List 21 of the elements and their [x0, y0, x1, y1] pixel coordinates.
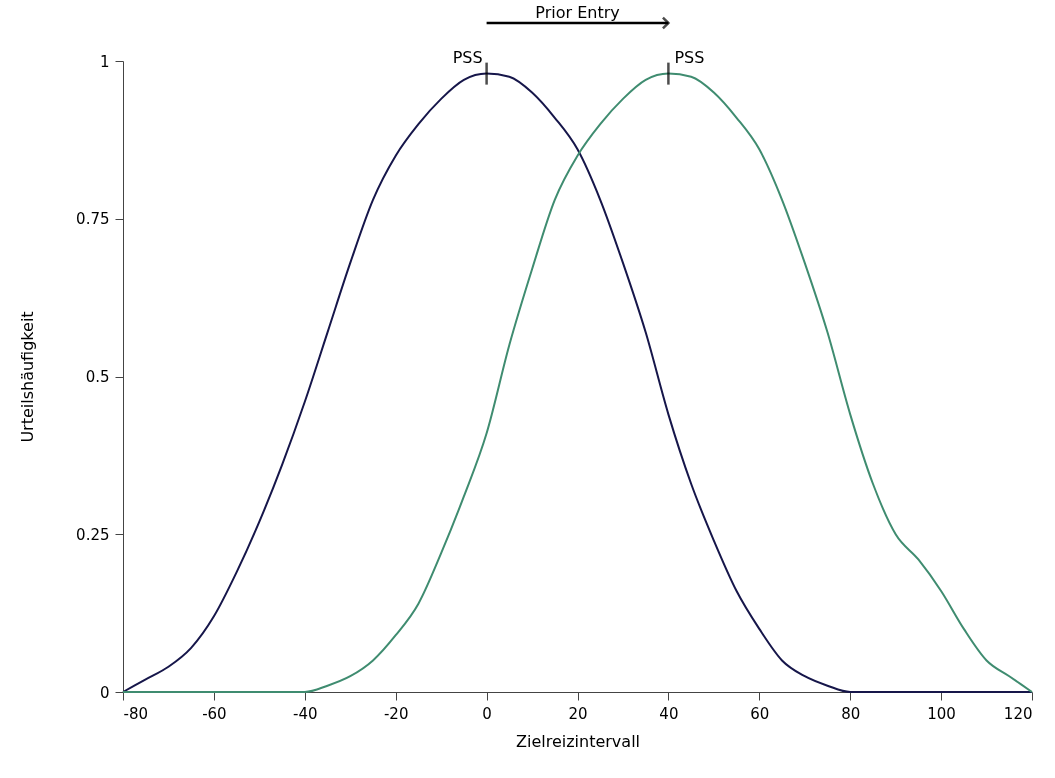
x-tick-label: -60 — [202, 704, 227, 723]
annotation: PSS — [452, 47, 483, 67]
x-tick-label: 100 — [927, 704, 956, 723]
x-tick-label: 0 — [482, 704, 492, 723]
y-tick-label: 1 — [99, 52, 110, 71]
x-tick-label: 40 — [659, 704, 679, 723]
x-axis-title: Zielreizintervall — [515, 731, 641, 751]
y-axis-title: Urteilshäufigkeit — [18, 311, 38, 443]
text: Prior Entry — [535, 3, 620, 22]
annotation: PSS — [674, 47, 705, 67]
x-tick-label: 80 — [841, 704, 861, 723]
x-tick-label: -20 — [383, 704, 409, 723]
x-tick-label: 60 — [750, 704, 770, 723]
y-tick-label: 0.5 — [85, 368, 110, 386]
y-tick-label: 0 — [99, 683, 110, 702]
x-tick-label: 20 — [568, 704, 588, 723]
y-tick-label: 0.25 — [76, 525, 110, 544]
x-tick-label: -80 — [123, 704, 148, 723]
x-tick-label: -40 — [293, 704, 318, 723]
x-tick-label: 120 — [1003, 704, 1033, 723]
y-tick-label: 0.75 — [76, 210, 110, 229]
